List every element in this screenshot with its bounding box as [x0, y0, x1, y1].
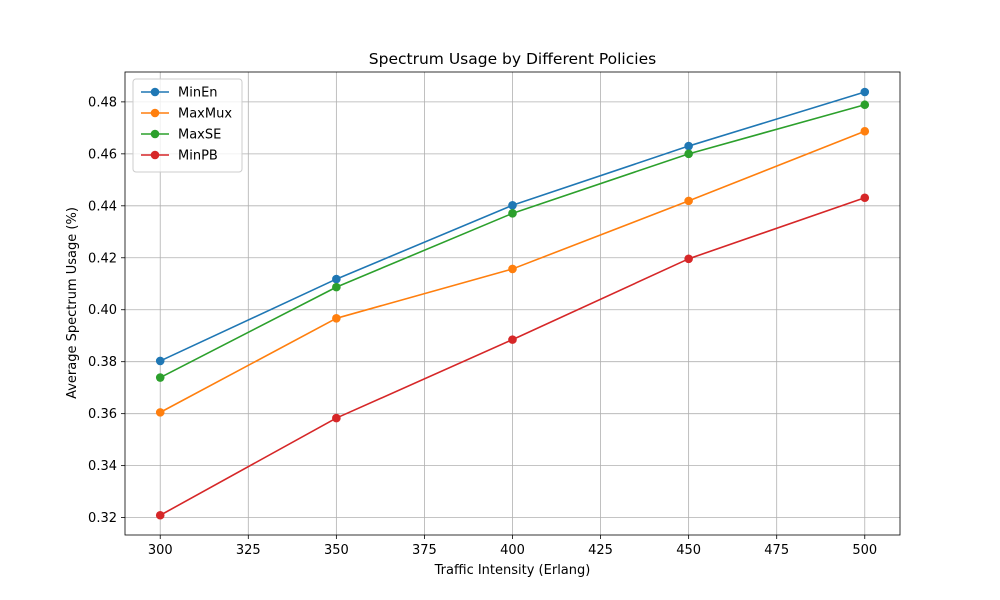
legend-marker-maxse: [150, 129, 160, 139]
data-point-minen: [332, 274, 341, 284]
legend-marker-minen: [150, 87, 160, 97]
data-point-maxmux: [332, 314, 341, 323]
data-point-minen: [684, 141, 693, 151]
x-tick-label: 475: [764, 543, 789, 558]
x-tick-label: 375: [412, 543, 437, 558]
data-point-maxse: [155, 373, 165, 382]
series-layer: [155, 87, 870, 520]
data-point-minen: [155, 356, 165, 366]
x-tick-label: 350: [324, 543, 349, 558]
data-point-minpb: [508, 335, 517, 344]
legend-label-minpb: MinPB: [178, 149, 218, 164]
x-tick-label: 425: [588, 543, 613, 558]
data-point-minpb: [860, 193, 870, 203]
y-tick-label: 0.38: [88, 355, 117, 370]
data-point-maxmux: [860, 126, 870, 136]
y-tick-label: 0.32: [88, 511, 117, 526]
legend: MinEn MaxMux MaxSE MinPB: [132, 78, 243, 173]
legend-label-maxmux: MaxMux: [178, 107, 232, 122]
y-tick-label: 0.34: [88, 459, 117, 474]
legend-marker-minpb: [150, 150, 160, 160]
data-point-minen: [508, 200, 517, 210]
axes: 300 325 350 375 400 425 450 475 500 0.32 0.34 0.36 0…: [88, 71, 901, 558]
legend-marker-maxmux: [150, 108, 160, 118]
x-tick-label: 500: [852, 543, 877, 558]
data-point-minpb: [155, 510, 165, 520]
data-point-maxmux: [684, 196, 693, 206]
data-point-maxmux: [155, 408, 165, 417]
y-tick-label: 0.42: [88, 251, 117, 266]
data-point-minpb: [684, 254, 693, 264]
x-tick-label: 450: [676, 543, 701, 558]
y-tick-label: 0.40: [88, 303, 117, 318]
data-point-maxmux: [508, 264, 517, 274]
legend-box: [132, 78, 243, 173]
y-tick-label: 0.46: [88, 147, 117, 162]
x-tick-label: 325: [236, 543, 261, 558]
legend-label-maxse: MaxSE: [178, 128, 221, 143]
y-tick-label: 0.44: [88, 199, 117, 214]
y-axis-label: Average Spectrum Usage (%): [65, 207, 80, 399]
grid: [125, 72, 900, 535]
y-tick-label: 0.36: [88, 407, 117, 422]
data-point-minen: [860, 87, 870, 97]
data-point-maxse: [508, 209, 517, 218]
x-tick-label: 300: [148, 543, 173, 558]
x-axis-label: Traffic Intensity (Erlang): [434, 563, 591, 578]
data-point-maxse: [860, 100, 870, 110]
chart-title: Spectrum Usage by Different Policies: [369, 50, 656, 68]
data-point-maxse: [684, 149, 693, 159]
data-point-maxse: [332, 282, 341, 292]
y-tick-label: 0.48: [88, 95, 117, 110]
data-point-minpb: [332, 413, 341, 423]
x-tick-label: 400: [500, 543, 525, 558]
legend-label-minen: MinEn: [178, 86, 218, 101]
